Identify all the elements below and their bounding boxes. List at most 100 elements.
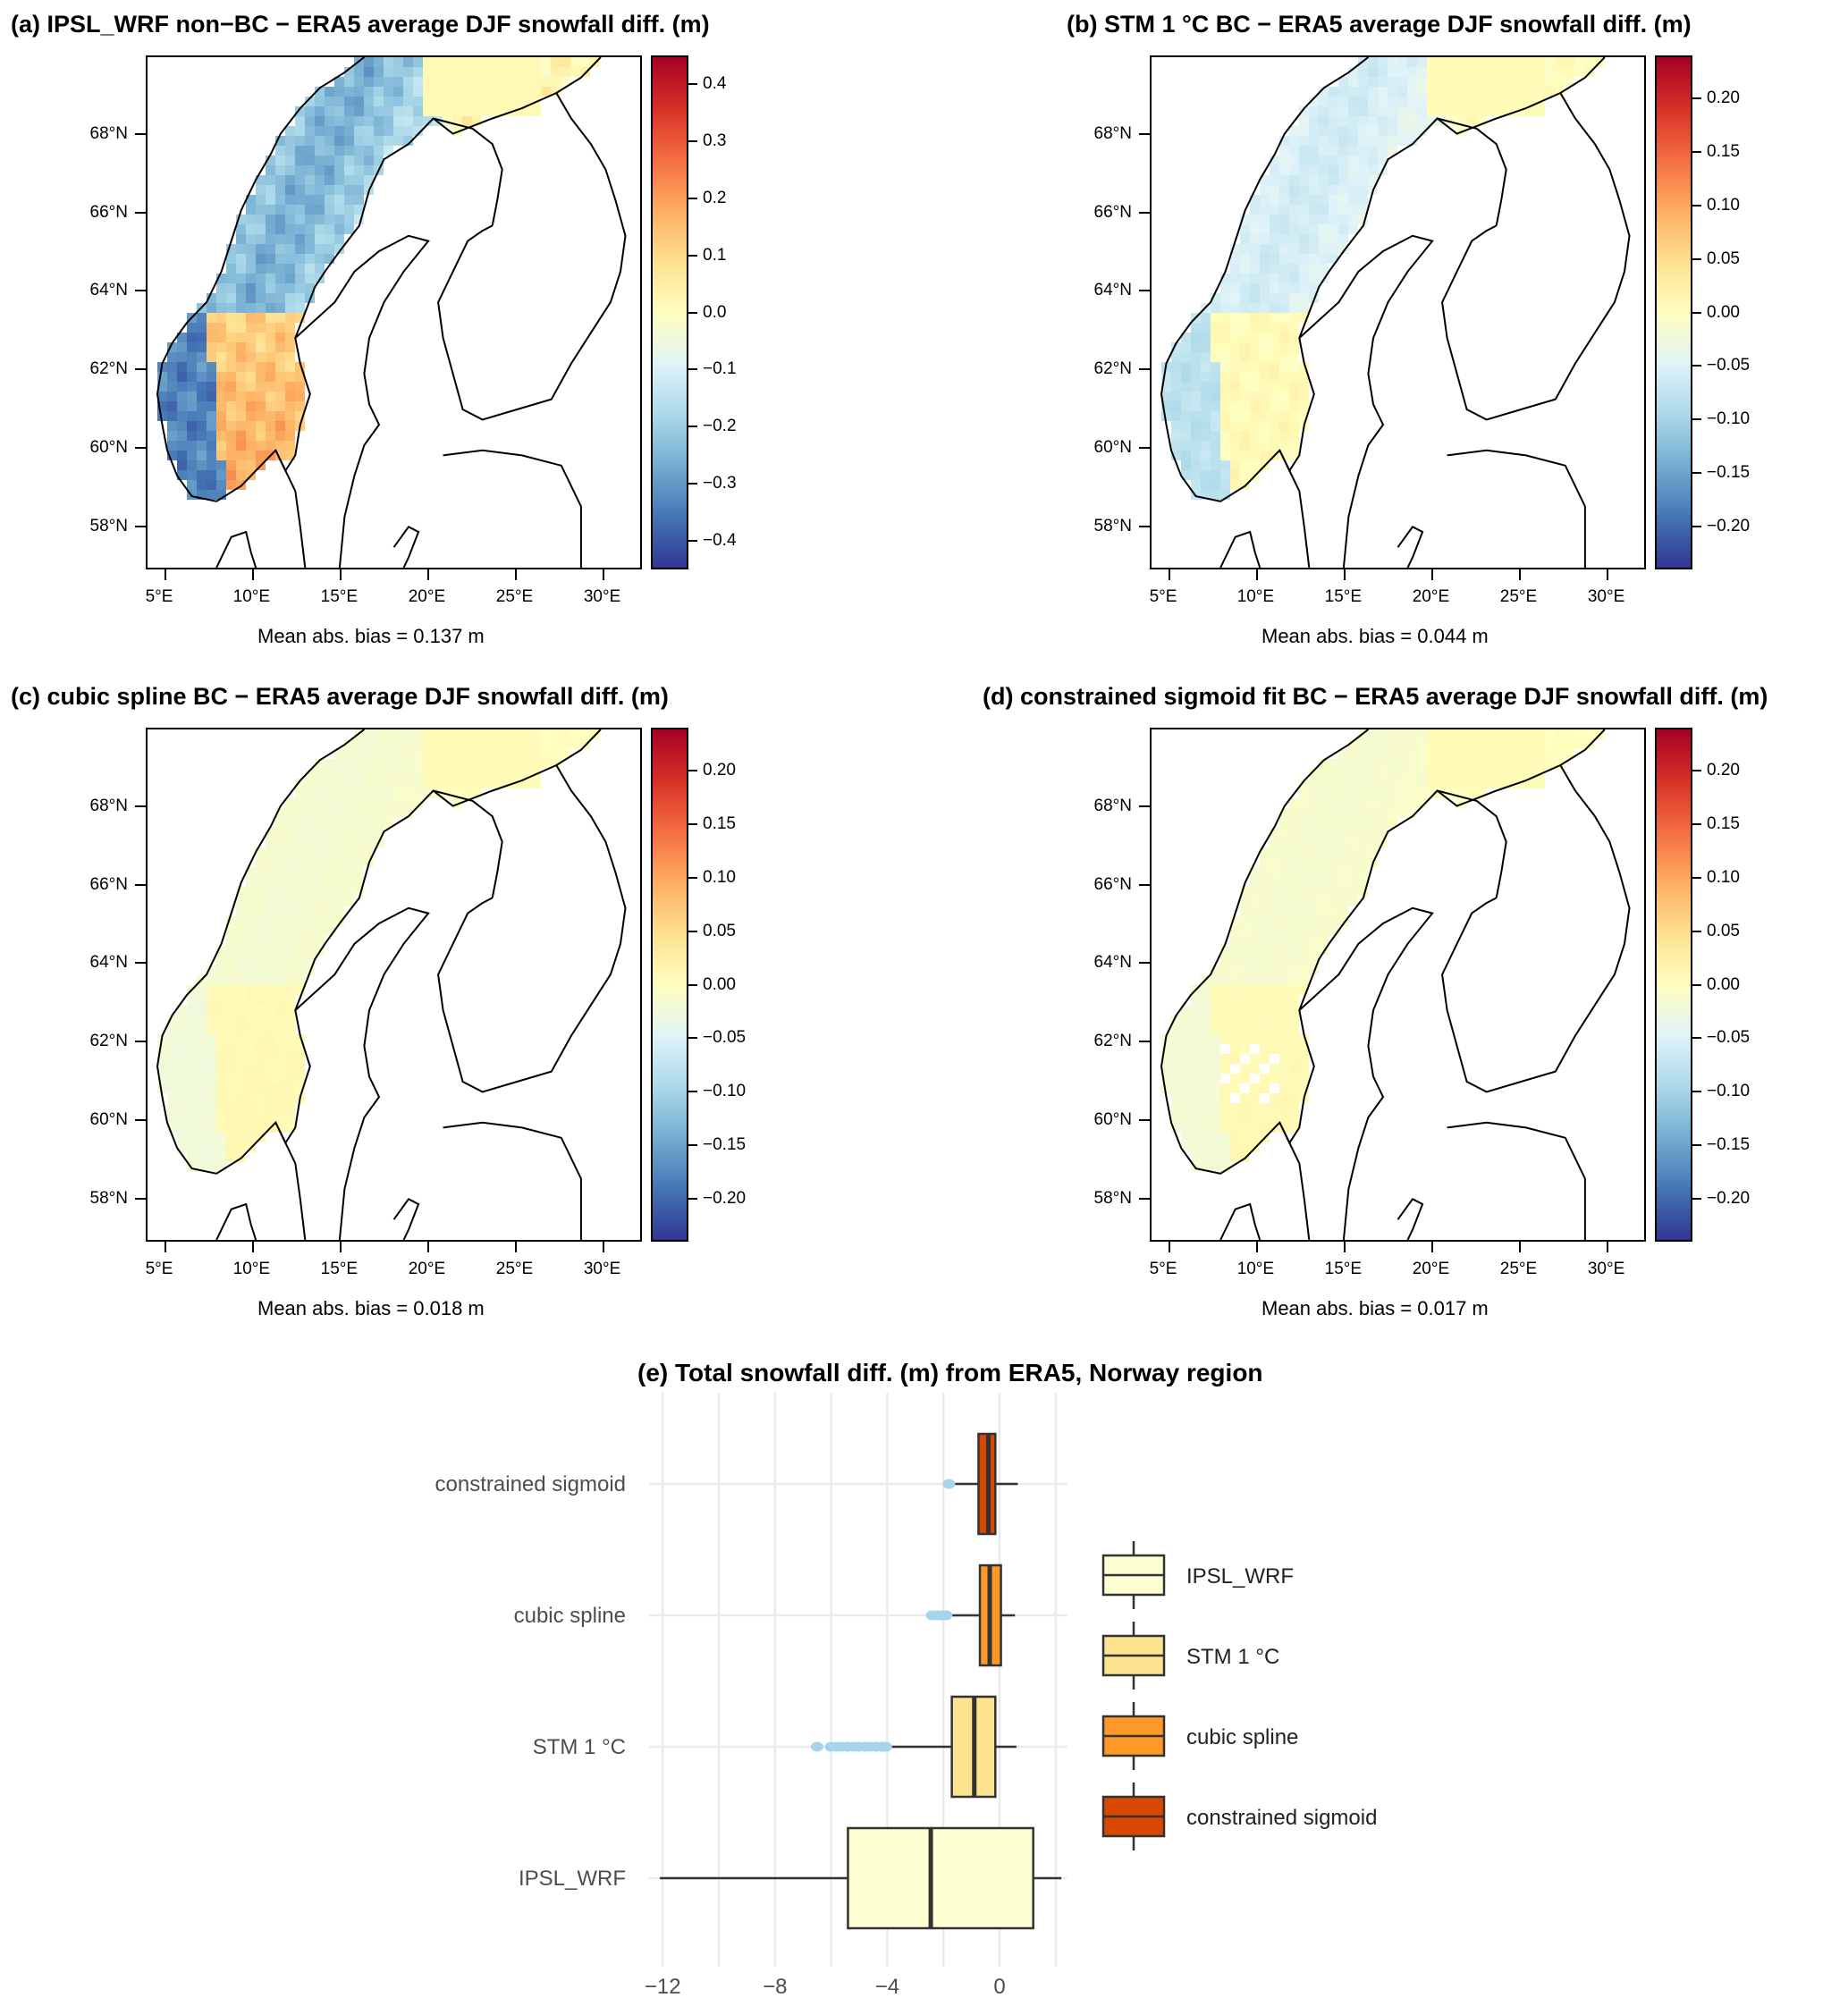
grid-cell [1211,480,1220,490]
grid-cell [256,175,266,185]
grid-cell [187,421,197,431]
grid-cell [1289,441,1299,451]
grid-cell [364,165,374,175]
grid-cell [305,264,315,274]
grid-cell [1260,906,1270,916]
map-panel-a: (a) IPSL_WRF non−BC − ERA5 average DJF s… [0,0,844,666]
grid-cell [295,401,305,411]
grid-cell [364,77,374,87]
grid-cell [443,57,452,67]
grid-cell [1515,97,1525,106]
grid-cell [1299,313,1309,323]
grid-cell [1397,798,1407,808]
grid-cell [482,77,492,87]
grid-cell [492,67,502,77]
grid-cell [1230,926,1240,936]
grid-cell [1279,877,1289,887]
grid-cell [167,1083,177,1093]
denmark-coast [215,1202,257,1240]
grid-cell [1555,729,1565,739]
grid-cell [246,1093,256,1103]
grid-cell [295,274,305,283]
grid-cell [275,264,285,274]
grid-cell [393,779,403,788]
grid-cell [1348,818,1358,828]
grid-cell [1437,97,1447,106]
grid-cell [1201,995,1211,1005]
legend-item: STM 1 °C [1101,1622,1279,1690]
grid-cell [344,739,354,749]
grid-cell [1456,769,1466,779]
grid-cell [275,818,285,828]
grid-cell [403,116,413,126]
grid-cell [511,87,521,97]
grid-cell [462,759,472,769]
grid-cell [1427,749,1437,759]
grid-cell [580,57,590,67]
grid-cell [1378,116,1388,126]
grid-cell [295,936,305,946]
grid-cell [1299,175,1309,185]
lat-tick-label: 60°N [1093,437,1132,457]
grid-cell [177,421,187,431]
baltic-coast [1447,1121,1586,1240]
grid-cell [354,838,364,847]
lon-tick-label: 15°E [320,1260,359,1278]
grid-cell [1260,264,1270,274]
grid-cell [1230,995,1240,1005]
grid-cell [285,1044,295,1054]
grid-cell [1211,1133,1220,1142]
grid-cell [344,818,354,828]
grid-cell [1378,769,1388,779]
grid-cell [246,887,256,897]
grid-cell [256,1113,266,1123]
grid-cell [256,185,266,195]
colorbar-tick-mark [1692,1037,1701,1040]
grid-cell [1250,1093,1260,1103]
colorbar-tick-mark [1692,257,1701,260]
grid-cell [1250,362,1260,372]
grid-cell [216,1113,226,1123]
grid-cell [1240,451,1250,460]
grid-cell [1476,67,1486,77]
grid-cell [1289,847,1299,857]
map-canvas [1160,729,1631,1240]
grid-cell [1388,116,1397,126]
grid-cell [374,136,384,146]
grid-cell [1181,333,1191,342]
grid-cell [226,1152,236,1162]
grid-cell [246,323,256,333]
grid-cell [1447,779,1456,788]
grid-cell [275,401,285,411]
grid-cell [1260,975,1270,985]
grid-cell [1584,729,1594,739]
grid-cell [1240,906,1250,916]
grid-cell [295,965,305,975]
grid-cell [472,769,482,779]
grid-cell [1161,372,1171,382]
grid-cell [1319,185,1329,195]
grid-cell [216,1034,226,1044]
sweden-finland-border [433,789,503,898]
grid-cell [187,1024,197,1034]
grid-cell [1201,401,1211,411]
grid-cell [1240,1044,1250,1054]
grid-cell [1407,116,1417,126]
grid-cell [1338,828,1348,838]
grid-cell [393,788,403,798]
grid-cell [354,136,364,146]
grid-cell [325,828,334,838]
grid-cell [1211,352,1220,362]
grid-cell [1319,916,1329,926]
grid-cell [197,1133,207,1142]
grid-cell [1250,451,1260,460]
grid-cell [1270,1103,1279,1113]
grid-cell [374,126,384,136]
grid-cell [325,126,334,136]
grid-cell [305,788,315,798]
grid-cell [236,421,246,431]
grid-cell [413,77,423,87]
grid-cell [285,798,295,808]
grid-cell [266,1083,275,1093]
grid-cell [452,106,462,116]
